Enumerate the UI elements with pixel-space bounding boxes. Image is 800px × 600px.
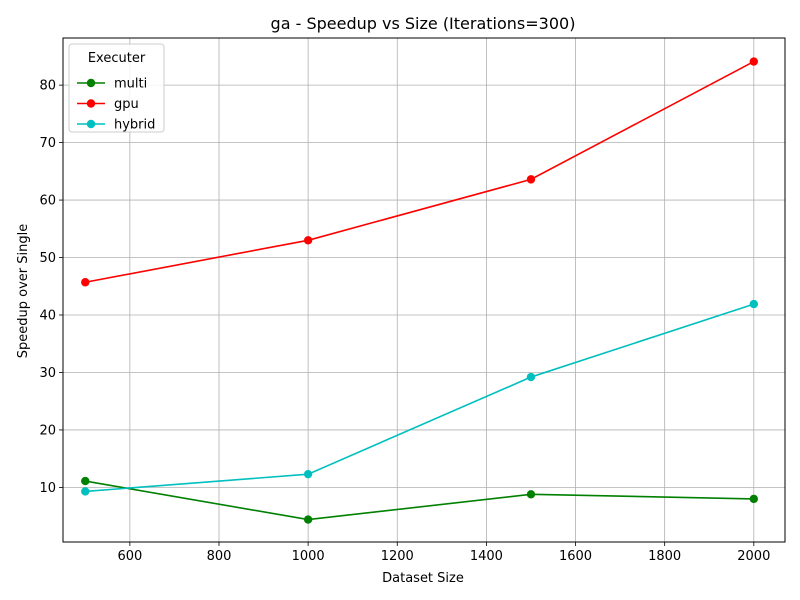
data-point-multi bbox=[303, 515, 313, 524]
y-tick-label: 40 bbox=[39, 308, 56, 323]
legend-item-gpu: gpu bbox=[77, 97, 139, 112]
y-tick-label: 30 bbox=[39, 366, 56, 381]
legend-swatch-marker bbox=[86, 78, 96, 88]
data-point-multi bbox=[749, 494, 759, 504]
series-layer bbox=[81, 57, 759, 524]
x-tick-label: 1800 bbox=[648, 549, 681, 564]
legend-swatch-marker bbox=[86, 119, 96, 129]
legend-label: gpu bbox=[114, 97, 139, 112]
series-line-hybrid bbox=[85, 303, 755, 493]
legend-label: multi bbox=[114, 77, 147, 92]
data-point-hybrid bbox=[526, 372, 536, 382]
y-tick-label: 70 bbox=[39, 136, 56, 151]
data-point-hybrid bbox=[749, 299, 759, 309]
y-tick-label: 50 bbox=[39, 251, 56, 266]
y-axis-title: Speedup over Single bbox=[16, 224, 31, 358]
ticks: 600 800 1000 1200 1400 1600 1800 2000 10 20 30 40 50… bbox=[39, 79, 770, 564]
x-tick-label: 1400 bbox=[470, 549, 503, 564]
data-point-gpu bbox=[303, 236, 313, 245]
legend-box bbox=[68, 43, 165, 133]
plot-frame bbox=[62, 37, 786, 543]
data-point-gpu bbox=[749, 57, 759, 66]
x-tick-label: 2000 bbox=[737, 549, 770, 564]
legend-label: hybrid bbox=[114, 118, 155, 133]
data-point-gpu bbox=[81, 278, 90, 287]
x-tick-label: 600 bbox=[117, 549, 142, 564]
series-line-multi bbox=[85, 480, 754, 521]
x-tick-label: 1600 bbox=[559, 549, 592, 564]
legend-swatch-marker bbox=[86, 99, 96, 108]
data-point-multi bbox=[81, 476, 90, 486]
series-multi bbox=[81, 476, 759, 524]
series-gpu bbox=[81, 57, 759, 287]
legend: Executer multi gpu hybrid bbox=[68, 43, 165, 133]
series-line-gpu bbox=[85, 60, 755, 284]
y-tick-label: 10 bbox=[39, 481, 56, 496]
data-point-hybrid bbox=[303, 469, 313, 479]
data-point-hybrid bbox=[81, 487, 90, 496]
y-tick-label: 20 bbox=[39, 423, 56, 438]
x-tick-label: 800 bbox=[207, 549, 232, 564]
x-axis-title: Dataset Size bbox=[382, 571, 464, 586]
legend-item-hybrid: hybrid bbox=[77, 118, 155, 133]
legend-item-multi: multi bbox=[77, 77, 147, 92]
x-tick-label: 1000 bbox=[292, 549, 325, 564]
y-tick-label: 60 bbox=[39, 194, 56, 209]
y-tick-label: 80 bbox=[39, 79, 56, 94]
chart-title: ga - Speedup vs Size (Iterations=300) bbox=[271, 14, 576, 33]
legend-title: Executer bbox=[88, 51, 146, 66]
grid bbox=[63, 38, 785, 542]
data-point-multi bbox=[526, 490, 536, 499]
data-point-gpu bbox=[526, 175, 536, 184]
x-tick-label: 1200 bbox=[381, 549, 414, 564]
series-hybrid bbox=[81, 299, 759, 496]
